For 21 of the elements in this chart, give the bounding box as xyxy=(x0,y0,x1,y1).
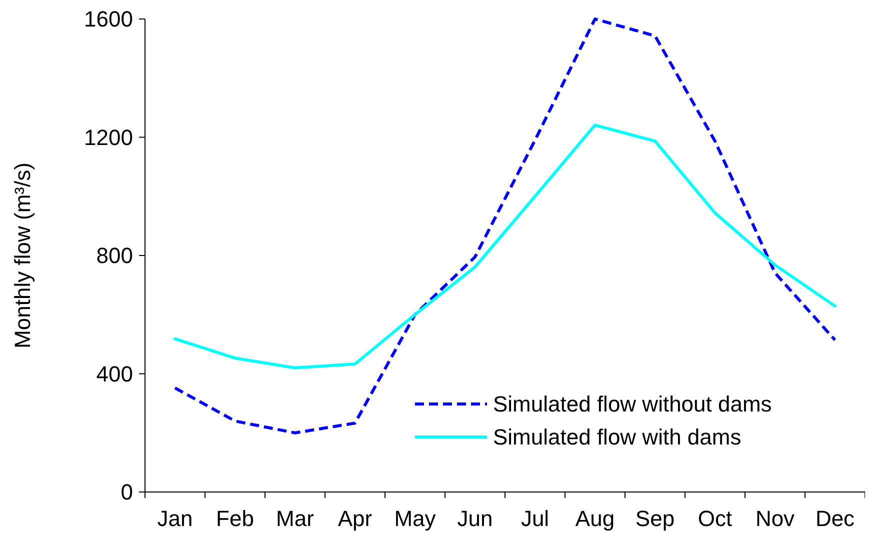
x-tick-label: Sep xyxy=(635,506,675,531)
x-tick-label: Mar xyxy=(276,506,314,531)
y-axis-title: Monthly flow (m³/s) xyxy=(10,162,35,348)
x-tick-label: Dec xyxy=(815,506,855,531)
x-tick-label: Apr xyxy=(338,506,372,531)
x-tick-label: May xyxy=(394,506,436,531)
x-tick-label: Nov xyxy=(755,506,795,531)
legend-label: Simulated flow without dams xyxy=(493,392,772,417)
x-tick-label: Jul xyxy=(520,506,550,531)
y-tick-label: 1600 xyxy=(84,6,133,32)
y-tick-label: 800 xyxy=(96,243,133,268)
legend-label: Simulated flow with dams xyxy=(493,424,742,450)
x-tick-label: Jan xyxy=(157,506,193,531)
y-tick-label: 1200 xyxy=(84,124,133,150)
x-tick-label: Jun xyxy=(457,506,493,531)
x-tick-label: Feb xyxy=(216,506,254,531)
x-tick-label: Aug xyxy=(575,506,615,531)
y-tick-label: 400 xyxy=(96,361,133,386)
x-tick-label: Oct xyxy=(698,506,732,531)
y-tick-label: 0 xyxy=(120,480,133,505)
line-series xyxy=(174,124,836,370)
